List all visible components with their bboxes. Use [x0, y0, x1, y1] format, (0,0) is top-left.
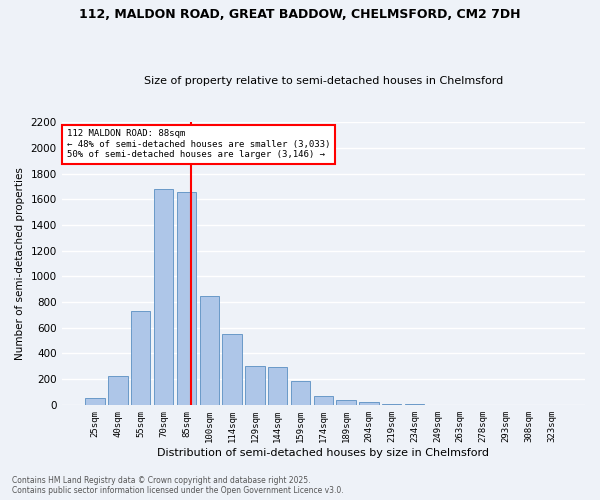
Bar [405, 404, 424, 405]
Bar [382, 404, 401, 405]
Text: Contains HM Land Registry data © Crown copyright and database right 2025.
Contai: Contains HM Land Registry data © Crown c… [12, 476, 344, 495]
Bar [337, 400, 356, 405]
Bar [359, 402, 379, 405]
Title: Size of property relative to semi-detached houses in Chelmsford: Size of property relative to semi-detach… [144, 76, 503, 86]
Text: 112, MALDON ROAD, GREAT BADDOW, CHELMSFORD, CM2 7DH: 112, MALDON ROAD, GREAT BADDOW, CHELMSFO… [79, 8, 521, 20]
Bar [200, 296, 219, 405]
Text: 112 MALDON ROAD: 88sqm
← 48% of semi-detached houses are smaller (3,033)
50% of : 112 MALDON ROAD: 88sqm ← 48% of semi-det… [67, 130, 330, 159]
X-axis label: Distribution of semi-detached houses by size in Chelmsford: Distribution of semi-detached houses by … [157, 448, 490, 458]
Bar [85, 398, 105, 405]
Bar [268, 367, 287, 405]
Bar [245, 366, 265, 405]
Bar [223, 334, 242, 405]
Bar [314, 396, 333, 405]
Bar [131, 311, 151, 405]
Bar [291, 381, 310, 405]
Y-axis label: Number of semi-detached properties: Number of semi-detached properties [15, 167, 25, 360]
Bar [154, 189, 173, 405]
Bar [108, 376, 128, 405]
Bar [177, 192, 196, 405]
